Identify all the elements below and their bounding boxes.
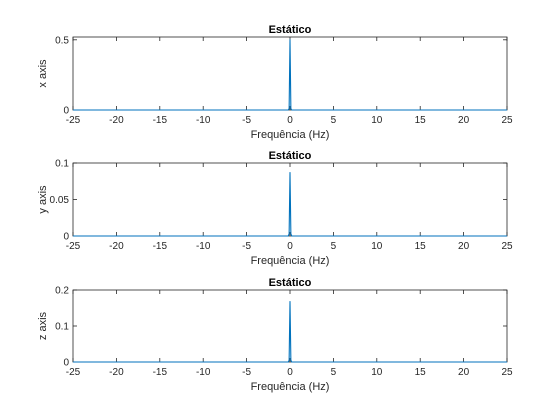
x-tick-label: 5 [331, 367, 337, 378]
x-tick-label: -15 [153, 241, 168, 252]
y-tick-label: 0 [63, 106, 69, 117]
y-tick-label: 0.5 [55, 35, 69, 46]
y-axis-label: x axis [37, 59, 49, 88]
subplot-3: -25 -20 -15 -10 -5 0 5 10 15 20 25 0 0.1 0.2 Estático F… [37, 277, 513, 393]
x-axis-label: Frequência (Hz) [251, 129, 330, 141]
x-tick-label: 20 [458, 115, 470, 126]
subplot-2: -25 -20 -15 -10 -5 0 5 10 15 20 25 0 0.05 0.1 Estático… [37, 150, 513, 267]
x-tick-label: -10 [196, 241, 211, 252]
x-tick-label: -15 [153, 367, 168, 378]
x-tick-label: 20 [458, 241, 470, 252]
x-tick-label: 15 [415, 241, 427, 252]
x-tick-label: 5 [331, 115, 337, 126]
x-tick-label: 15 [415, 115, 427, 126]
x-tick-label: 5 [331, 241, 337, 252]
x-tick-label: 0 [287, 241, 293, 252]
y-tick-label: 0 [63, 358, 69, 369]
series-line [73, 300, 507, 363]
x-tick-label: 20 [458, 367, 470, 378]
subplot-title: Estático [269, 277, 312, 289]
x-tick-label: -10 [196, 367, 211, 378]
x-axis-label: Frequência (Hz) [251, 381, 330, 393]
y-tick-label: 0.1 [55, 159, 69, 170]
y-tick-label: 0 [63, 232, 69, 243]
x-tick-label: -10 [196, 115, 211, 126]
x-tick-label: 25 [501, 367, 513, 378]
y-tick-label: 0.2 [55, 286, 69, 297]
x-tick-label: 15 [415, 367, 427, 378]
subplot-title: Estático [269, 24, 312, 36]
x-tick-label: -5 [242, 241, 251, 252]
y-axis-label: y axis [37, 185, 49, 214]
x-tick-label: 25 [501, 115, 513, 126]
x-tick-label: 10 [371, 241, 383, 252]
x-tick-label: -25 [66, 241, 81, 252]
subplot-title: Estático [269, 150, 312, 162]
series-line [73, 171, 507, 237]
x-tick-label: 10 [371, 115, 383, 126]
subplot-1: -25 -20 -15 -10 -5 0 5 10 15 20 25 0 0.5 Estático Freq… [37, 24, 513, 141]
x-tick-label: -5 [242, 115, 251, 126]
x-tick-label: -25 [66, 367, 81, 378]
x-tick-label: -20 [109, 241, 124, 252]
x-tick-label: -5 [242, 367, 251, 378]
x-tick-label: 0 [287, 115, 293, 126]
y-axis-label: z axis [37, 311, 49, 340]
series-line [73, 39, 507, 111]
y-tick-label: 0.05 [50, 195, 70, 206]
x-tick-label: -20 [109, 115, 124, 126]
x-tick-label: -25 [66, 115, 81, 126]
x-tick-label: -15 [153, 115, 168, 126]
x-tick-label: 0 [287, 367, 293, 378]
x-tick-label: -20 [109, 367, 124, 378]
y-tick-label: 0.1 [55, 322, 69, 333]
x-tick-label: 10 [371, 367, 383, 378]
x-axis-label: Frequência (Hz) [251, 255, 330, 267]
x-tick-label: 25 [501, 241, 513, 252]
